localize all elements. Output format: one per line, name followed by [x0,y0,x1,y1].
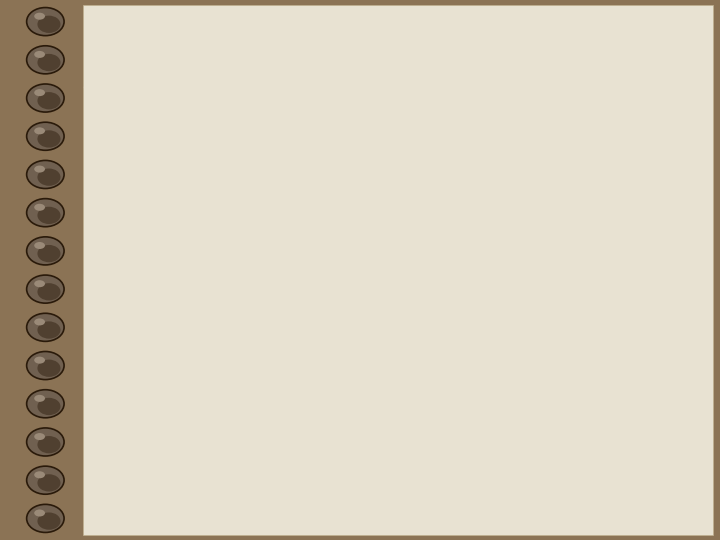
Text: 2: 2 [514,158,523,171]
Text: giving each O: giving each O [158,197,307,217]
Text: positive oxidation states.: positive oxidation states. [121,357,390,377]
Text: except when combined with oxygen they have: except when combined with oxygen they ha… [121,326,624,346]
Text: c.  F is –1 in all compounds. Other halogens have –1: c. F is –1 in all compounds. Other halog… [102,294,662,314]
Text: 2⁻: 2⁻ [523,148,539,161]
Text: numbers.: numbers. [140,135,242,155]
Text: b.  H is +1 with nonmetals and –1 with: b. H is +1 with nonmetals and –1 with [102,229,519,249]
Text: •  3. Nonmetals usually have negative oxidation: • 3. Nonmetals usually have negative oxi… [102,103,621,123]
Text: ⁻1: ⁻1 [307,180,323,194]
Text: metals .: metals . [158,260,245,280]
Text: Oxidation Numbers: Oxidation Numbers [192,29,604,71]
Text: a.  O is –2 except in peroxides where O: a. O is –2 except in peroxides where O [102,167,521,187]
Text: .: . [321,183,328,202]
